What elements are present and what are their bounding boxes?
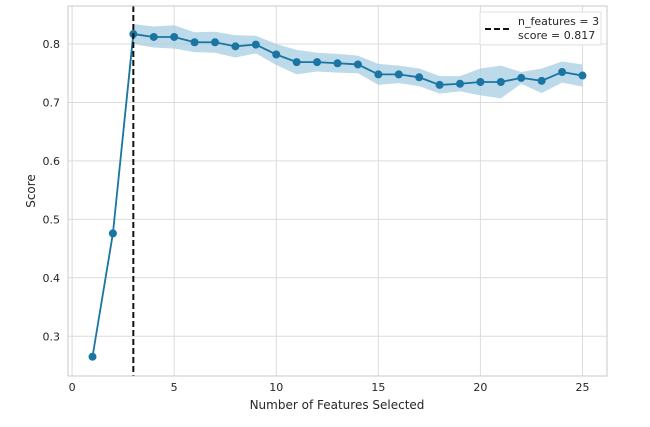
score-point	[537, 76, 546, 85]
score-point	[211, 38, 219, 47]
y-tick-label: 0.8	[43, 38, 61, 51]
score-point	[313, 58, 322, 67]
y-tick-label: 0.4	[43, 272, 61, 285]
score-point	[353, 60, 362, 69]
y-tick-label: 0.7	[43, 96, 61, 109]
score-point	[88, 352, 97, 361]
score-point	[558, 68, 567, 77]
legend-entry-score: score = 0.817	[518, 29, 595, 42]
y-tick-label: 0.3	[43, 330, 61, 343]
score-point	[435, 80, 444, 89]
score-point	[333, 59, 342, 68]
y-tick-labels: 0.3 0.4 0.5 0.6 0.7 0.8	[43, 38, 61, 343]
x-tick-labels: 0 5 10 15 20 25	[69, 381, 590, 394]
score-point	[190, 38, 199, 47]
score-point	[415, 73, 424, 82]
score-point	[170, 32, 179, 41]
score-point	[517, 73, 526, 82]
score-point	[272, 50, 281, 59]
x-tick-label: 20	[473, 381, 487, 394]
x-tick-label: 25	[576, 381, 590, 394]
x-tick-label: 5	[171, 381, 178, 394]
series-group	[88, 30, 587, 361]
x-tick-label: 15	[371, 381, 385, 394]
y-tick-label: 0.6	[43, 155, 61, 168]
x-tick-label: 10	[269, 381, 283, 394]
legend: n_features = 3 score = 0.817	[479, 11, 602, 46]
score-point	[108, 229, 117, 238]
score-point	[149, 32, 158, 41]
legend-box	[479, 11, 602, 46]
score-point	[231, 42, 240, 51]
score-point	[456, 79, 464, 88]
grid-lines	[68, 6, 607, 376]
score-point	[251, 40, 260, 49]
score-point	[292, 58, 301, 67]
score-point	[394, 70, 403, 79]
y-axis-label: Score	[24, 174, 38, 208]
plot-frame	[67, 5, 608, 377]
x-tick-label: 0	[69, 381, 76, 394]
x-axis-label: Number of Features Selected	[250, 398, 425, 412]
legend-entry-n-features: n_features = 3	[518, 15, 599, 28]
y-tick-label: 0.5	[43, 213, 61, 226]
score-point	[476, 77, 485, 86]
score-point	[496, 77, 505, 86]
score-point	[374, 70, 383, 79]
score-point	[578, 71, 587, 80]
